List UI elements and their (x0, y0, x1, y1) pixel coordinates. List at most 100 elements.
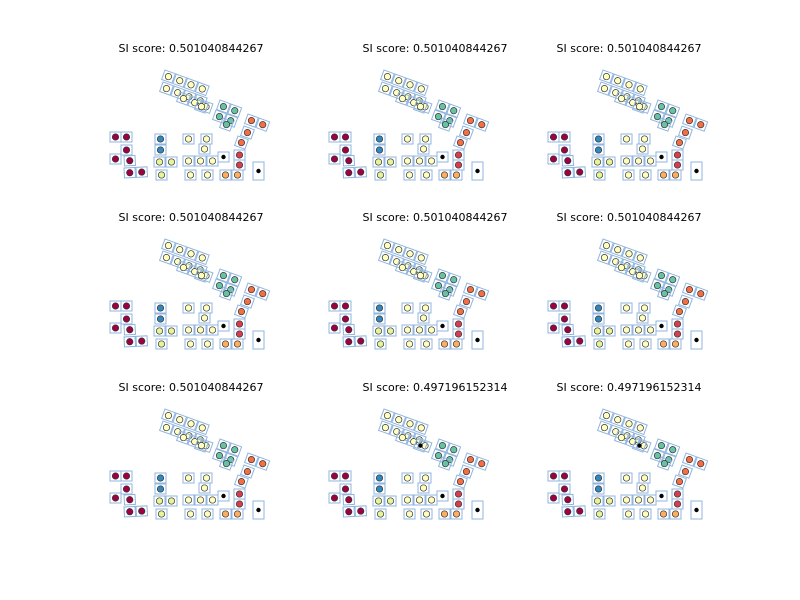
cell-box (109, 492, 122, 504)
cell-box (693, 286, 709, 301)
glyph (620, 155, 657, 167)
cell-box (420, 338, 433, 350)
data-point (646, 157, 655, 165)
cell-box (619, 428, 635, 444)
data-point (235, 490, 244, 498)
cell-box (655, 151, 668, 163)
glyph (123, 505, 149, 518)
cell-box (227, 103, 243, 118)
glyph (671, 304, 687, 319)
data-point (560, 146, 569, 154)
cell-box (558, 131, 571, 143)
data-point (657, 272, 666, 280)
cell-box (342, 493, 356, 506)
data-point (233, 171, 242, 179)
data-point (221, 154, 226, 160)
glyph (339, 300, 352, 312)
cell-box (372, 495, 385, 507)
cell-box (413, 324, 426, 336)
glyph (434, 438, 462, 457)
data-point (466, 286, 475, 294)
glyph (434, 268, 462, 287)
data-point (462, 298, 471, 306)
data-point (203, 510, 212, 518)
data-point (186, 510, 195, 518)
data-point (126, 169, 134, 177)
cell-box (591, 325, 604, 337)
cell-box (437, 117, 453, 132)
data-point (421, 304, 430, 312)
glyph (558, 131, 571, 143)
glyph (123, 335, 149, 348)
glyph (160, 408, 210, 436)
cell-box (231, 508, 244, 520)
cell-box (123, 505, 137, 518)
glyph (561, 493, 575, 506)
glyph (198, 143, 211, 155)
cell-box (401, 494, 414, 506)
data-point (673, 330, 682, 338)
cell-box (462, 282, 478, 297)
glyph (184, 338, 197, 350)
glyph (328, 470, 341, 482)
glyph (200, 472, 213, 484)
data-point (111, 324, 120, 332)
data-point (197, 103, 206, 111)
glyph (374, 338, 387, 350)
glyph (558, 470, 571, 482)
glyph (372, 495, 397, 507)
cell-box (182, 133, 195, 145)
glyph (401, 133, 414, 145)
data-point (357, 337, 365, 345)
data-point (694, 168, 699, 174)
data-point (617, 434, 626, 442)
cell-box (155, 508, 168, 520)
glyph (434, 99, 462, 118)
cell-box (657, 508, 670, 520)
glyph (436, 320, 449, 332)
glyph (154, 133, 167, 145)
glyph (401, 324, 438, 336)
data-point (594, 304, 603, 312)
cell-box (354, 166, 368, 178)
cell-box (400, 258, 416, 274)
cell-box (436, 320, 449, 332)
cell-box (620, 472, 633, 484)
data-point (635, 103, 644, 111)
cell-box (181, 258, 197, 274)
data-point (375, 135, 384, 143)
data-point (560, 315, 569, 323)
glyph (639, 169, 652, 181)
data-point (635, 272, 644, 280)
cell-box (252, 330, 265, 350)
glyph (417, 312, 430, 324)
data-point (122, 315, 131, 323)
data-point (406, 81, 414, 89)
cell-box (389, 254, 405, 269)
cell-box (158, 420, 174, 435)
cell-box (450, 169, 463, 181)
glyph (215, 268, 243, 287)
glyph (401, 494, 438, 506)
data-point (622, 474, 631, 482)
cell-box (610, 412, 626, 427)
cell-box (401, 302, 414, 314)
cell-box (377, 250, 393, 265)
cell-box (403, 508, 416, 520)
data-point (330, 155, 339, 163)
cell-box (194, 494, 207, 506)
glyph (175, 91, 214, 115)
glyph (201, 508, 214, 520)
cell-box (436, 490, 449, 502)
glyph (653, 99, 681, 118)
cell-box (215, 438, 231, 453)
cell-box (693, 456, 709, 471)
glyph (681, 282, 709, 301)
data-point (237, 139, 246, 147)
glyph (671, 159, 684, 171)
data-point (454, 330, 463, 338)
glyph (420, 169, 433, 181)
cell-box (373, 472, 386, 484)
data-point (653, 113, 662, 121)
data-point (215, 282, 224, 290)
